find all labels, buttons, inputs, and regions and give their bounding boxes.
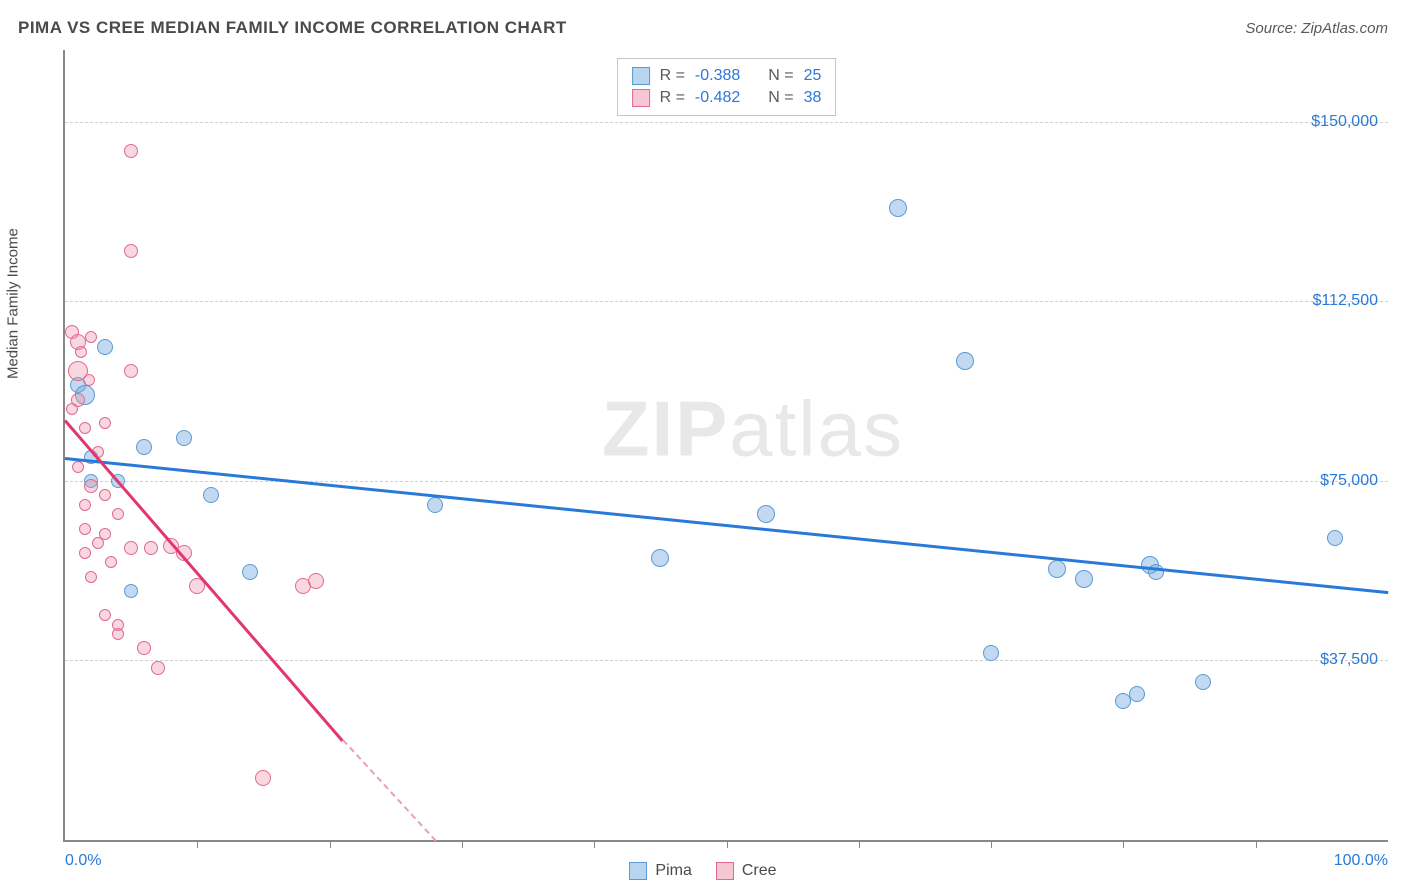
data-point [85,571,97,583]
chart-title: PIMA VS CREE MEDIAN FAMILY INCOME CORREL… [18,18,567,38]
legend-row: R = -0.482 N = 38 [632,87,822,109]
gridline [65,660,1388,661]
data-point [124,584,138,598]
data-point [956,352,974,370]
x-tick [991,840,992,848]
data-point [85,331,97,343]
x-tick [197,840,198,848]
y-axis-label: Median Family Income [5,228,22,379]
data-point [72,461,84,473]
legend-label: Pima [655,862,691,880]
chart-header: PIMA VS CREE MEDIAN FAMILY INCOME CORREL… [18,18,1388,38]
legend-correlation: R = -0.388 N = 25 R = -0.482 N = 38 [617,58,837,116]
trend-line [65,457,1388,594]
x-tick [1123,840,1124,848]
data-point [124,244,138,258]
y-tick-label: $37,500 [1320,651,1378,669]
gridline [65,481,1388,482]
data-point [144,541,158,555]
data-point [889,199,907,217]
data-point [97,339,113,355]
data-point [651,549,669,567]
data-point [308,573,324,589]
data-point [983,645,999,661]
data-point [136,439,152,455]
legend-label: Cree [742,862,777,880]
data-point [99,417,111,429]
legend-row: R = -0.388 N = 25 [632,65,822,87]
data-point [99,528,111,540]
data-point [83,374,95,386]
n-label: N = [768,67,793,85]
gridline [65,122,1388,123]
data-point [255,770,271,786]
x-tick [462,840,463,848]
data-point [203,487,219,503]
data-point [176,430,192,446]
data-point [99,609,111,621]
legend-item: Cree [716,862,777,880]
data-point [1129,686,1145,702]
trend-line [342,740,436,842]
x-tick [594,840,595,848]
n-value: 25 [804,67,822,85]
r-value: -0.388 [695,67,740,85]
watermark: ZIPatlas [602,384,904,475]
gridline [65,301,1388,302]
data-point [757,505,775,523]
data-point [1327,530,1343,546]
data-point [242,564,258,580]
data-point [79,422,91,434]
data-point [71,393,85,407]
legend-swatch [632,89,650,107]
r-value: -0.482 [695,89,740,107]
y-tick-label: $75,000 [1320,472,1378,490]
x-tick [727,840,728,848]
data-point [112,628,124,640]
data-point [124,144,138,158]
r-label: R = [660,67,685,85]
legend-series: Pima Cree [0,862,1406,880]
data-point [105,556,117,568]
data-point [151,661,165,675]
x-tick [330,840,331,848]
chart-source: Source: ZipAtlas.com [1245,20,1388,37]
data-point [84,479,98,493]
n-label: N = [768,89,793,107]
data-point [79,523,91,535]
x-tick [859,840,860,848]
data-point [137,641,151,655]
data-point [112,508,124,520]
legend-item: Pima [629,862,691,880]
y-tick-label: $112,500 [1312,292,1378,310]
data-point [75,346,87,358]
data-point [99,489,111,501]
x-tick [1256,840,1257,848]
data-point [79,499,91,511]
y-tick-label: $150,000 [1311,113,1378,131]
data-point [79,547,91,559]
data-point [124,364,138,378]
r-label: R = [660,89,685,107]
data-point [124,541,138,555]
data-point [1075,570,1093,588]
n-value: 38 [804,89,822,107]
legend-swatch [629,862,647,880]
chart-container: Median Family Income ZIPatlas R =-0.388N… [18,50,1388,842]
data-point [427,497,443,513]
data-point [1195,674,1211,690]
legend-swatch [632,67,650,85]
data-point [1048,560,1066,578]
plot-area: ZIPatlas R = -0.388 N = 25 R = -0.482 N = 38 $3… [63,50,1388,842]
legend-swatch [716,862,734,880]
